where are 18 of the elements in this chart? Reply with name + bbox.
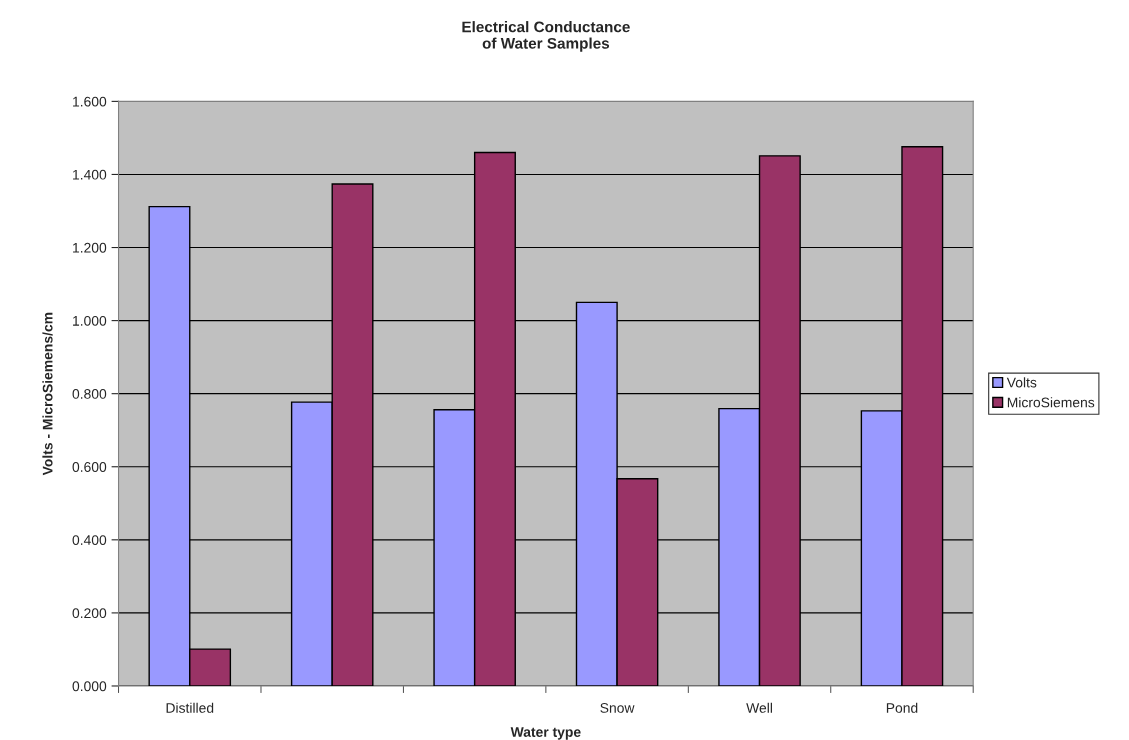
x-tick-label: Pond — [886, 702, 918, 713]
y-tick-label: 1.000 — [73, 315, 107, 326]
legend-label: MicroSiemens — [1007, 397, 1095, 408]
y-tick-label: 1.200 — [73, 242, 107, 253]
x-tick-label: Well — [746, 702, 772, 713]
y-tick-label: 0.400 — [72, 535, 107, 545]
y-tick-label: 0.200 — [72, 608, 107, 619]
y-tick-label: 1.600 — [73, 96, 107, 107]
x-tick-label: Distilled — [166, 702, 214, 713]
y-tick-label: 0.800 — [72, 389, 107, 399]
x-tick-label: Snow — [600, 703, 635, 713]
y-tick-label: 0.600 — [72, 462, 107, 472]
y-tick-label: 1.400 — [73, 169, 107, 180]
x-axis-title: Water type — [510, 727, 581, 740]
chart-title: Electrical Conductance of Water Samples — [462, 21, 630, 52]
y-tick-label: 0.000 — [72, 681, 107, 692]
legend-label: Volts — [1006, 377, 1037, 388]
y-axis-title: Volts - MicroSiemens/cm — [42, 312, 53, 476]
